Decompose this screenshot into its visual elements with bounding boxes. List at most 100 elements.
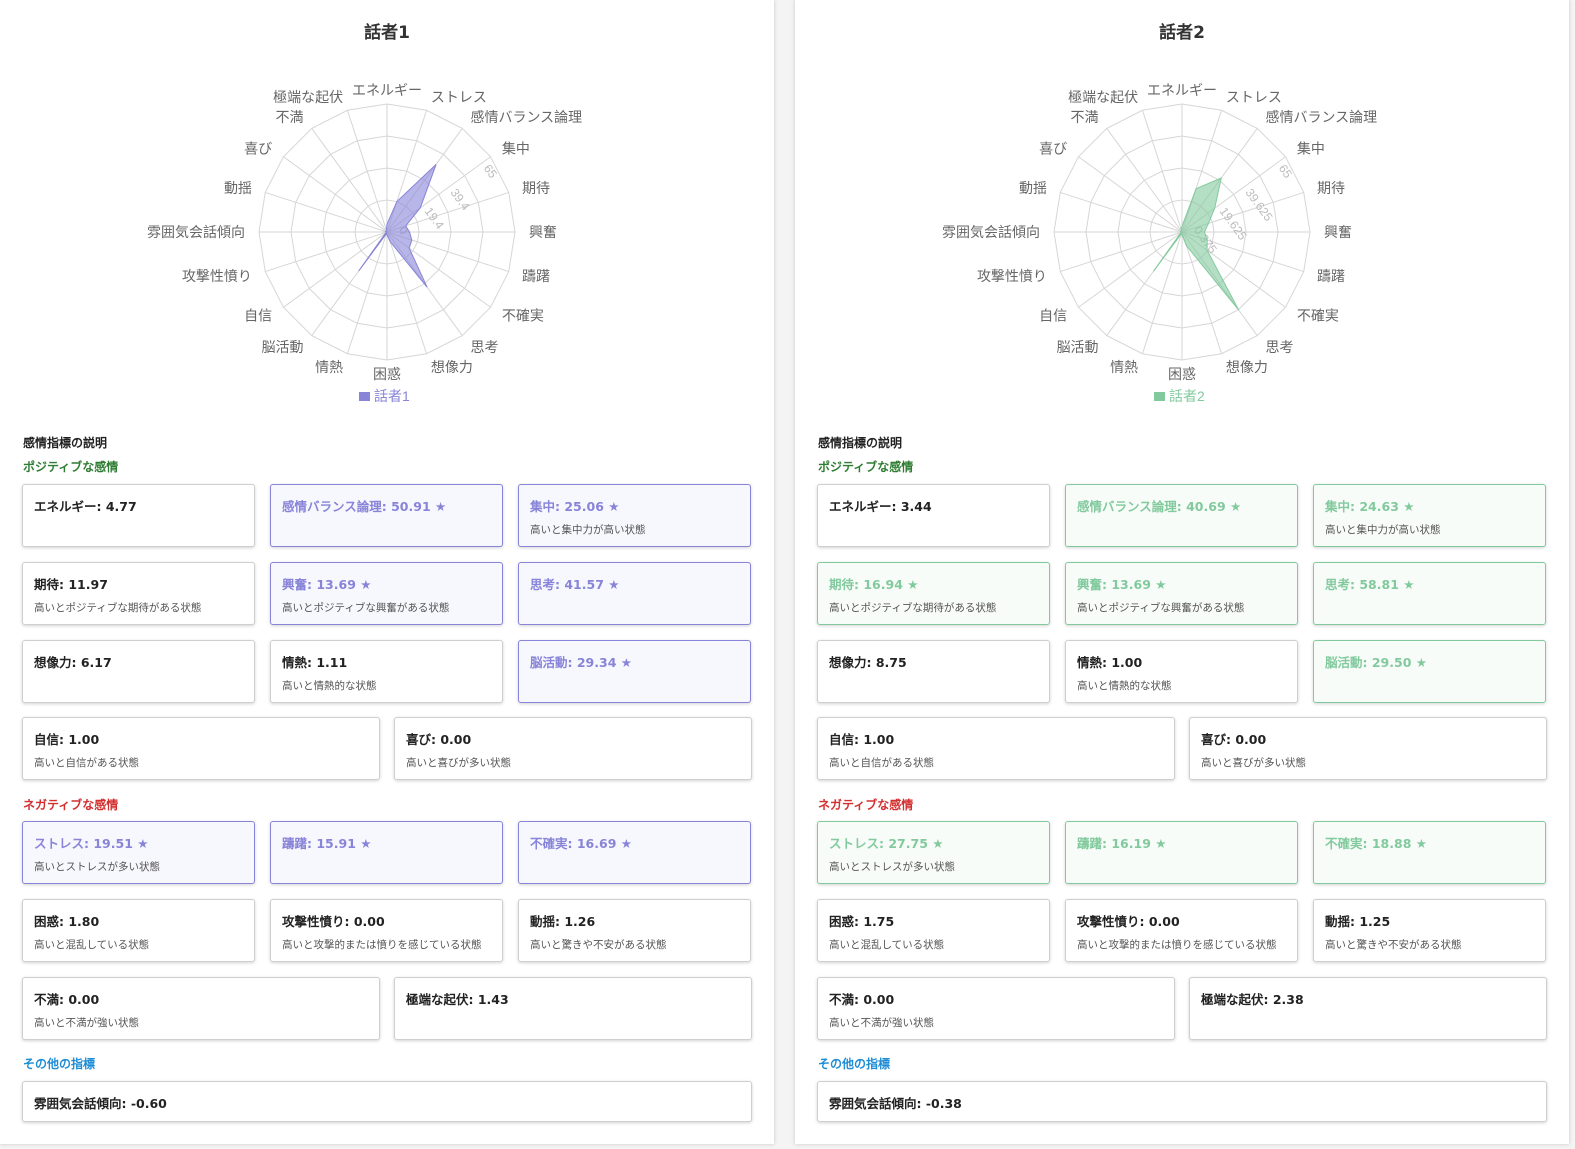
metric-card: エネルギー: 4.77: [22, 484, 255, 547]
metric-label: 思考: 58.81 ★: [1325, 577, 1415, 592]
metric-label: 期待: 16.94 ★: [829, 577, 919, 592]
axis-label: 攻撃性憤り: [977, 268, 1047, 284]
axis-label: 極端な起伏: [273, 89, 343, 105]
grid-spoke: [1141, 231, 1183, 354]
axis-label: 期待: [1317, 180, 1345, 196]
metric-description: 高いとポジティブな期待がある状態: [34, 602, 202, 614]
axis-label: エネルギー: [1147, 82, 1217, 98]
other-heading: その他の指標: [818, 1057, 891, 1071]
metric-card: ストレス: 27.75 ★ 高いとストレスが多い状態: [817, 821, 1050, 884]
axis-label: 困惑: [373, 366, 401, 382]
metric-card: 興奮: 13.69 ★ 高いとポジティブな興奮がある状態: [1065, 562, 1298, 625]
metric-label: 困惑: 1.75: [829, 914, 895, 929]
metric-label: 躊躇: 15.91 ★: [282, 836, 372, 851]
positive-heading: ポジティブな感情: [23, 460, 119, 474]
axis-label: 感情バランス論理: [1265, 109, 1377, 125]
metric-label: 感情バランス論理: 40.69 ★: [1077, 499, 1242, 514]
axis-label: 集中: [1297, 141, 1325, 157]
grid-spoke: [1060, 191, 1183, 233]
metric-label: 不確実: 18.88 ★: [1325, 836, 1427, 851]
grid-spoke: [386, 231, 428, 354]
axis-label: 思考: [470, 339, 498, 355]
metric-description: 高いと喜びが多い状態: [1201, 757, 1306, 769]
metric-card: 極端な起伏: 1.43: [394, 977, 752, 1040]
axis-label: 興奮: [1324, 224, 1352, 240]
metric-label: 自信: 1.00: [34, 732, 100, 747]
axis-label: 動揺: [224, 180, 252, 196]
metric-card: 躊躇: 15.91 ★: [270, 821, 503, 884]
axis-label: 情熱: [1110, 359, 1138, 375]
metric-label: 躊躇: 16.19 ★: [1077, 836, 1167, 851]
speaker-panel-2: 話者2 0.37519.62539.62565エネルギーストレス感情バランス論理…: [795, 0, 1569, 1144]
grid-spoke: [283, 156, 388, 233]
metric-card: 極端な起伏: 2.38: [1189, 977, 1547, 1040]
panel-title: 話者2: [1159, 23, 1205, 43]
grid-spoke: [1078, 156, 1183, 233]
metric-label: 不満: 0.00: [829, 992, 895, 1007]
legend-label: 話者2: [1169, 388, 1205, 404]
metric-label: 困惑: 1.80: [34, 914, 100, 929]
grid-spoke: [346, 231, 388, 354]
metric-card: 情熱: 1.11 高いと情熱的な状態: [270, 640, 503, 703]
radar-chart: 019.439.465エネルギーストレス感情バランス論理集中期待興奮躊躇不確実思…: [137, 60, 637, 420]
metric-label: 情熱: 1.11: [282, 655, 348, 670]
metric-label: 極端な起伏: 1.43: [406, 992, 509, 1007]
panel-title: 話者1: [364, 23, 410, 43]
axis-label: 雰囲気会話傾向: [147, 224, 245, 240]
negative-heading: ネガティブな感情: [23, 798, 119, 812]
metric-label: 期待: 11.97: [34, 577, 108, 592]
grid-spoke: [346, 110, 388, 233]
metric-label: 集中: 24.63 ★: [1325, 499, 1415, 514]
axis-label: 脳活動: [1057, 339, 1099, 355]
axis-label: 不確実: [1297, 307, 1339, 323]
metric-card: ストレス: 19.51 ★ 高いとストレスが多い状態: [22, 821, 255, 884]
axis-label: 不満: [1071, 109, 1099, 125]
grid-spoke: [1141, 110, 1183, 233]
metric-card: 困惑: 1.80 高いと混乱している状態: [22, 899, 255, 962]
grid-spoke: [265, 231, 388, 273]
metric-card: 集中: 25.06 ★ 高いと集中力が高い状態: [518, 484, 751, 547]
metric-label: 攻撃性憤り: 0.00: [282, 914, 385, 929]
metric-card: 期待: 11.97 高いとポジティブな期待がある状態: [22, 562, 255, 625]
metric-card: 興奮: 13.69 ★ 高いとポジティブな興奮がある状態: [270, 562, 503, 625]
radius-tick-label: 19.4: [422, 205, 447, 232]
metric-card: 情熱: 1.00 高いと情熱的な状態: [1065, 640, 1298, 703]
axis-label: 喜び: [244, 141, 272, 157]
metric-description: 高いとポジティブな期待がある状態: [829, 602, 997, 614]
metric-description: 高いと情熱的な状態: [282, 680, 377, 692]
metric-label: 喜び: 0.00: [406, 732, 472, 747]
axis-label: 想像力: [431, 359, 473, 375]
axis-label: 情熱: [315, 359, 343, 375]
metric-label: 攻撃性憤り: 0.00: [1077, 914, 1180, 929]
grid-spoke: [1181, 231, 1223, 354]
metric-description: 高いと喜びが多い状態: [406, 757, 511, 769]
metric-card: 雰囲気会話傾向: -0.38: [817, 1081, 1547, 1122]
metric-card: 攻撃性憤り: 0.00 高いと攻撃的または憤りを感じている状態: [270, 899, 503, 962]
negative-heading: ネガティブな感情: [818, 798, 914, 812]
metric-label: 雰囲気会話傾向: -0.60: [34, 1096, 167, 1111]
metric-description: 高いと集中力が高い状態: [1325, 524, 1441, 536]
metric-label: 不確実: 16.69 ★: [530, 836, 632, 851]
axis-label: 感情バランス論理: [470, 109, 582, 125]
metric-description: 高いとストレスが多い状態: [829, 861, 955, 873]
axis-label: 喜び: [1039, 141, 1067, 157]
metric-card: 自信: 1.00 高いと自信がある状態: [22, 717, 380, 780]
axis-label: 不満: [276, 109, 304, 125]
metric-card: 想像力: 8.75: [817, 640, 1050, 703]
legend-label: 話者1: [374, 388, 410, 404]
axis-label: ストレス: [431, 89, 487, 105]
axis-label: エネルギー: [352, 82, 422, 98]
metric-label: 思考: 41.57 ★: [530, 577, 620, 592]
speaker-panel-1: 話者1 019.439.465エネルギーストレス感情バランス論理集中期待興奮躊躇…: [0, 0, 774, 1144]
metric-description: 高いと驚きや不安がある状態: [530, 939, 667, 951]
axis-label: 躊躇: [522, 268, 550, 284]
metric-description: 高いと驚きや不安がある状態: [1325, 939, 1462, 951]
metric-card: 困惑: 1.75 高いと混乱している状態: [817, 899, 1050, 962]
metric-description: 高いと不満が強い状態: [34, 1017, 139, 1029]
axis-label: 脳活動: [262, 339, 304, 355]
metric-description: 高いとポジティブな興奮がある状態: [282, 602, 450, 614]
metric-card: 想像力: 6.17: [22, 640, 255, 703]
axis-label: 自信: [1039, 307, 1067, 323]
radius-tick-label: 39.625: [1243, 186, 1276, 224]
metric-description: 高いと混乱している状態: [829, 939, 945, 951]
